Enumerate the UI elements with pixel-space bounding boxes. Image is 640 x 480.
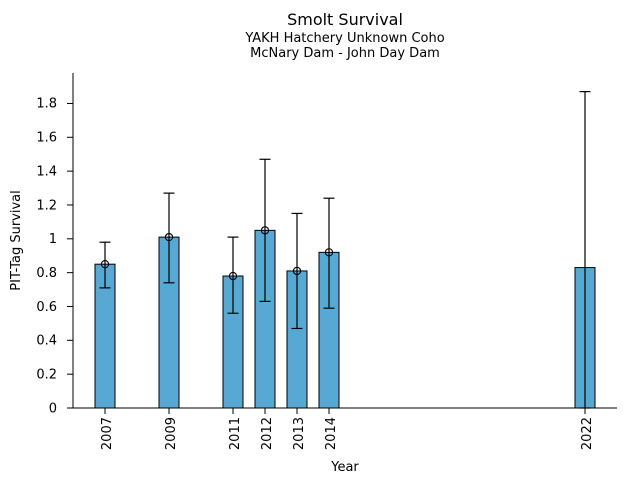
plot-area: 2007 2009 2011 2012 2013 2014 2022 0 0.2 0.4 0.6 0.… (36, 73, 617, 450)
y-tick-label-1: 1 (49, 232, 57, 247)
y-tick-label-1.6: 1.6 (36, 131, 57, 146)
x-tick-label-2022: 2022 (580, 417, 595, 450)
chart-subtitle-line1: YAKH Hatchery Unknown Coho (244, 31, 444, 46)
x-axis-label: Year (330, 460, 359, 475)
chart-title: Smolt Survival (287, 10, 403, 29)
x-tick-label-2011: 2011 (228, 417, 243, 450)
y-tick-label-0: 0 (49, 401, 57, 416)
point-marker-2009 (164, 232, 174, 242)
x-tick-label-2007: 2007 (100, 417, 115, 450)
point-marker-2011 (228, 271, 238, 281)
x-tick-label-2014: 2014 (324, 417, 339, 450)
point-marker-2007 (100, 260, 110, 269)
y-tick-label-1.8: 1.8 (36, 97, 57, 112)
y-axis-label: PIT-Tag Survival (9, 190, 24, 290)
point-marker-2012 (260, 226, 270, 235)
y-tick-label-1.2: 1.2 (36, 198, 57, 213)
chart-subtitle-line2: McNary Dam - John Day Dam (250, 46, 440, 61)
y-tick-label-0.8: 0.8 (36, 266, 57, 281)
y-tick-label-0.2: 0.2 (36, 367, 57, 382)
y-tick-label-1.4: 1.4 (36, 164, 57, 179)
point-marker-2014 (324, 248, 334, 257)
x-tick-label-2013: 2013 (292, 417, 307, 450)
y-tick-label-0.6: 0.6 (36, 300, 57, 315)
y-tick-label-0.4: 0.4 (36, 334, 57, 349)
point-marker-2013 (292, 266, 302, 276)
x-tick-label-2009: 2009 (164, 417, 179, 450)
x-tick-label-2012: 2012 (260, 417, 275, 450)
